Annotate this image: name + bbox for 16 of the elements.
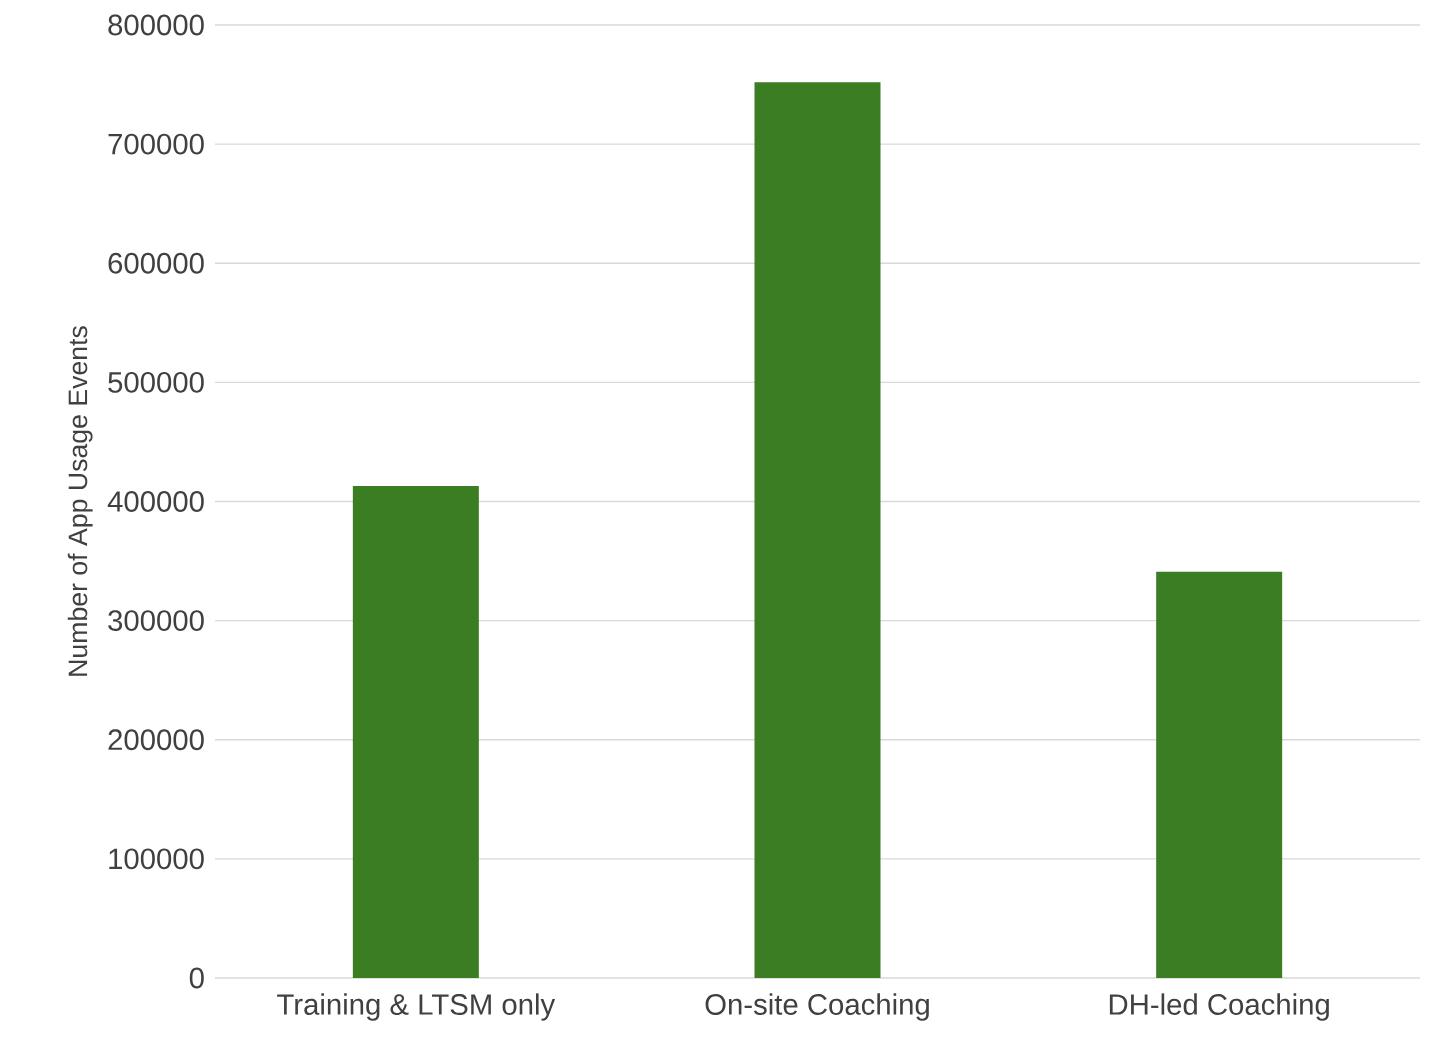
y-tick-label: 800000 [108,14,204,36]
x-tick-label: DH-led Coaching [1109,993,1329,1021]
bar [754,82,881,978]
y-tick-label: 400000 [107,491,204,512]
y-axis-title: Number of App Usage Events [67,326,93,676]
x-tick-label: On-site Coaching [705,993,929,1021]
y-tick-label: 200000 [108,729,204,751]
y-tick-label: 600000 [108,252,204,274]
y-tick-label: 300000 [108,610,204,631]
x-tick-label: Training & LTSM only [277,993,556,1021]
y-tick-label: 0 [189,967,204,989]
y-tick-label: 500000 [108,371,204,393]
bar [352,486,479,978]
y-tick-label: 700000 [108,133,204,155]
bar [1156,571,1283,978]
y-tick-label: 100000 [109,848,204,870]
